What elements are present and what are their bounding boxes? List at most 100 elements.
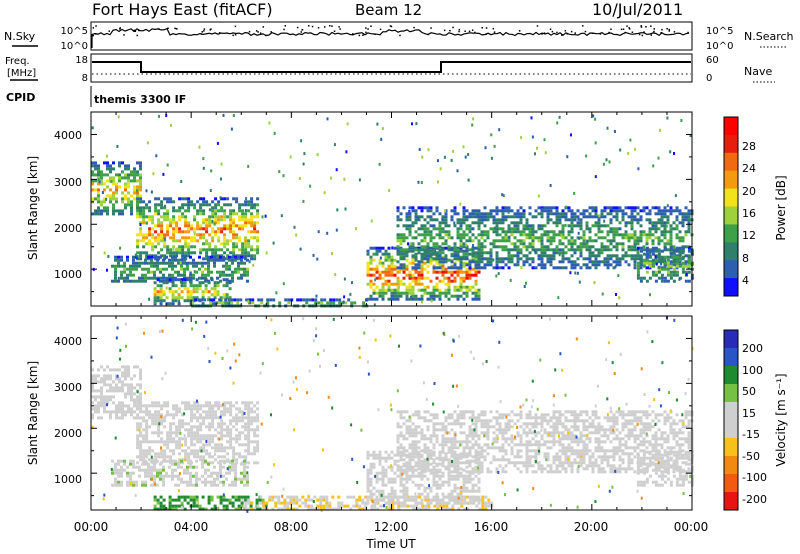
power-cell-scatter [355,227,358,231]
power-cell-region-6 [600,236,604,240]
velocity-cell-region-2 [114,480,117,484]
power-cell-region-0 [136,200,139,204]
velocity-cell-region-4 [253,507,257,511]
power-cell-region-0 [106,206,109,210]
velocity-cell-region-3 [207,501,211,505]
power-cell-scatter [376,122,379,126]
power-cell-region-6 [663,263,667,267]
power-cell-region-5 [441,255,445,259]
power-cell-region-6 [627,239,631,243]
power-cell-region-1 [142,245,146,249]
velocity-cell-region-1 [229,419,233,423]
power-cell-region-1 [256,245,260,249]
power-cell-region-6 [456,218,460,222]
velocity-cell-region-1 [244,437,248,441]
velocity-cell-region-1 [196,416,200,420]
power-cell-region-6 [441,248,445,252]
power-cell-region-3 [192,299,196,303]
velocity-cell-region-1 [229,431,233,435]
velocity-cell-region-2 [246,477,249,481]
power-cell-region-0 [118,173,121,177]
power-cell-region-5 [438,297,442,301]
power-cell-region-6 [399,239,403,243]
power-cell-region-5 [402,255,406,259]
power-cell-region-1 [172,230,176,234]
velocity-cell-region-2 [234,465,237,469]
power-cell-region-0 [100,209,103,213]
power-cell-region-6 [567,242,571,246]
velocity-cell-region-2 [186,480,189,484]
velocity-cell-region-3 [177,504,181,508]
power-cell-region-5 [366,252,370,256]
velocity-cell-region-1 [244,404,248,408]
power-cell-region-5 [405,294,409,298]
velocity-cell-region-2 [192,474,195,478]
noise-search-dot [123,34,125,36]
power-cell-region-1 [196,221,200,225]
velocity-cell-region-0 [109,410,112,414]
power-cell-region-6 [519,233,523,237]
velocity-cell-region-0 [139,398,142,402]
velocity-cell-region-4 [349,507,353,511]
velocity-cell-region-5 [456,492,460,496]
power-cell-region-0 [112,212,115,216]
velocity-cell-region-5 [402,483,406,487]
velocity-cell-region-2 [132,471,135,475]
velocity-cell-region-1 [229,410,233,414]
power-cell-region-6 [549,257,553,261]
velocity-cell-region-4 [304,504,308,508]
velocity-cell-region-4 [442,495,446,499]
power-cell-region-6 [582,239,586,243]
power-cell-scatter [456,169,459,173]
velocity-cell-region-5 [381,492,385,496]
velocity-cell-region-1 [178,419,182,423]
power-cell-region-4 [296,298,300,302]
power-cell-region-6 [480,221,484,225]
power-cell-scatter [477,214,480,217]
velocity-cell-region-3 [201,507,205,511]
power-cell-region-6 [570,242,574,246]
noise-search-dot [641,34,644,37]
velocity-cell-region-5 [405,453,409,457]
power-cell-region-6 [474,251,478,255]
power-cell-region-6 [528,224,532,228]
velocity-cell-region-1 [235,419,239,423]
power-cell-region-5 [441,291,445,295]
velocity-cell-region-1 [184,452,188,456]
power-cell-region-0 [139,194,142,198]
power-cell-region-6 [462,218,466,222]
power-cell-scatter [179,261,182,265]
velocity-cell-region-1 [229,428,233,432]
power-cell-region-6 [435,266,439,270]
power-cell-region-6 [600,242,604,246]
power-cell-region-7 [669,246,673,250]
power-cell-region-6 [405,248,409,252]
power-cell-region-3 [195,284,199,288]
power-cell-region-6 [660,209,664,213]
power-cell-region-1 [256,215,260,219]
power-cell-region-3 [174,296,178,300]
power-cell-region-2 [114,273,117,277]
velocity-cell-region-2 [210,471,213,475]
velocity-cell-region-1 [241,419,245,423]
velocity-cell-region-0 [127,383,130,387]
power-cell-scatter [117,115,120,119]
power-cell-region-2 [198,276,201,280]
power-cell-scatter [106,154,108,158]
power-cell-region-6 [561,242,565,246]
velocity-cell-region-4 [352,495,356,499]
power-cell-scatter [615,293,617,296]
power-cell-region-6 [576,257,580,261]
power-cell-region-6 [522,239,526,243]
power-cell-region-6 [504,230,508,234]
power-cell-region-6 [417,242,421,246]
velocity-cell-region-4 [313,507,317,511]
power-y-axis-label: Slant Range [km] [26,156,40,260]
velocity-cell-region-4 [274,495,278,499]
power-cell-region-5 [423,276,427,280]
velocity-cell-region-4 [349,495,353,499]
power-cell-region-6 [639,230,643,234]
power-cell-region-6 [453,224,457,228]
power-cell-region-6 [573,218,577,222]
velocity-cell-region-4 [412,507,416,511]
